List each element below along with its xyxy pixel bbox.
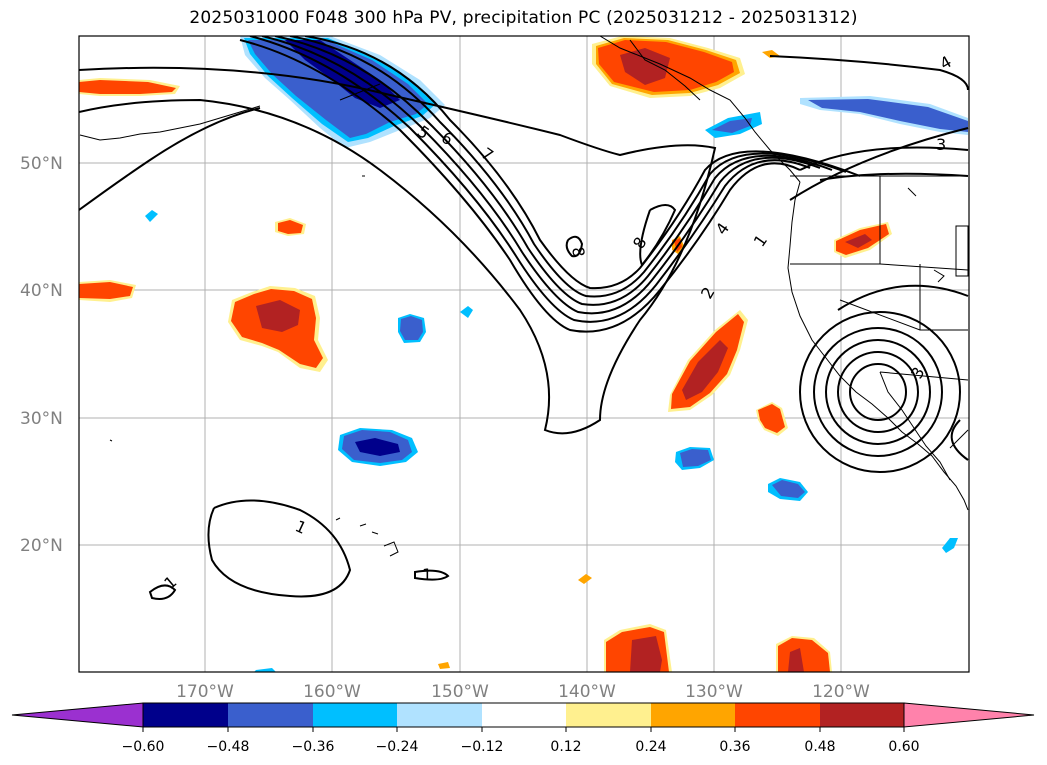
colorbar-tick-label: 0.12 [550,739,581,755]
lat-label: 40°N [20,281,63,301]
colorbar-ticks [142,727,905,732]
lon-label: 120°W [812,682,870,702]
lon-labels: 170°W 160°W 150°W 140°W 130°W 120°W [176,682,870,702]
lon-label: 160°W [303,682,361,702]
colorbar-tick-label: −0.36 [292,739,335,755]
colorbar-tick-label: −0.60 [122,739,165,755]
colorbar-segment [313,703,397,727]
colorbar-frame [142,702,905,728]
colorbar-tick-label: −0.24 [376,739,419,755]
colorbar-extend-high [903,702,1035,728]
pv-contours [79,36,969,600]
colorbar-segment [566,703,651,727]
lon-label: 150°W [431,682,489,702]
map-background [79,36,969,672]
colorbar-tick-label: −0.12 [461,739,504,755]
map-panel: 5 6 7 8 8 4 1 2 1 1 1 3 3 4 [78,35,970,673]
precip-fields [79,36,968,672]
colorbar-tick-label: 0.60 [888,739,919,755]
map-title: 2025031000 F048 300 hPa PV, precipitatio… [189,8,858,28]
lat-label: 20°N [20,536,63,556]
lat-label: 30°N [20,409,63,429]
pv-contour-outer-north [79,66,717,435]
lon-label: 140°W [558,682,616,702]
contour-label: 1 [422,565,432,584]
colorbar-tick-label: 0.48 [804,739,835,755]
contour-label: 8 [568,245,588,258]
colorbar-tick-label: 0.24 [635,739,666,755]
colorbar: −0.60 −0.48 −0.36 −0.24 −0.12 0.12 0.24 … [11,702,1035,755]
colorbar-segment [397,703,482,727]
lon-label: 130°W [685,682,743,702]
colorbar-segment [228,703,313,727]
coastlines [79,36,969,557]
lat-label: 50°N [20,154,63,174]
map-frame [78,35,970,673]
colorbar-tick-labels: −0.60 −0.48 −0.36 −0.24 −0.12 0.12 0.24 … [122,739,920,755]
colorbar-tick-label: −0.48 [207,739,250,755]
lon-label: 170°W [176,682,234,702]
contour-label: 3 [936,135,946,154]
colorbar-segment [820,703,904,727]
colorbar-segment [143,703,228,727]
colorbar-tick-label: 0.36 [719,739,750,755]
colorbar-extend-low [11,702,144,728]
lat-labels: 50°N 40°N 30°N 20°N [20,154,63,556]
colorbar-segment [651,703,735,727]
colorbar-segment [735,703,820,727]
colorbar-segment [482,703,566,727]
